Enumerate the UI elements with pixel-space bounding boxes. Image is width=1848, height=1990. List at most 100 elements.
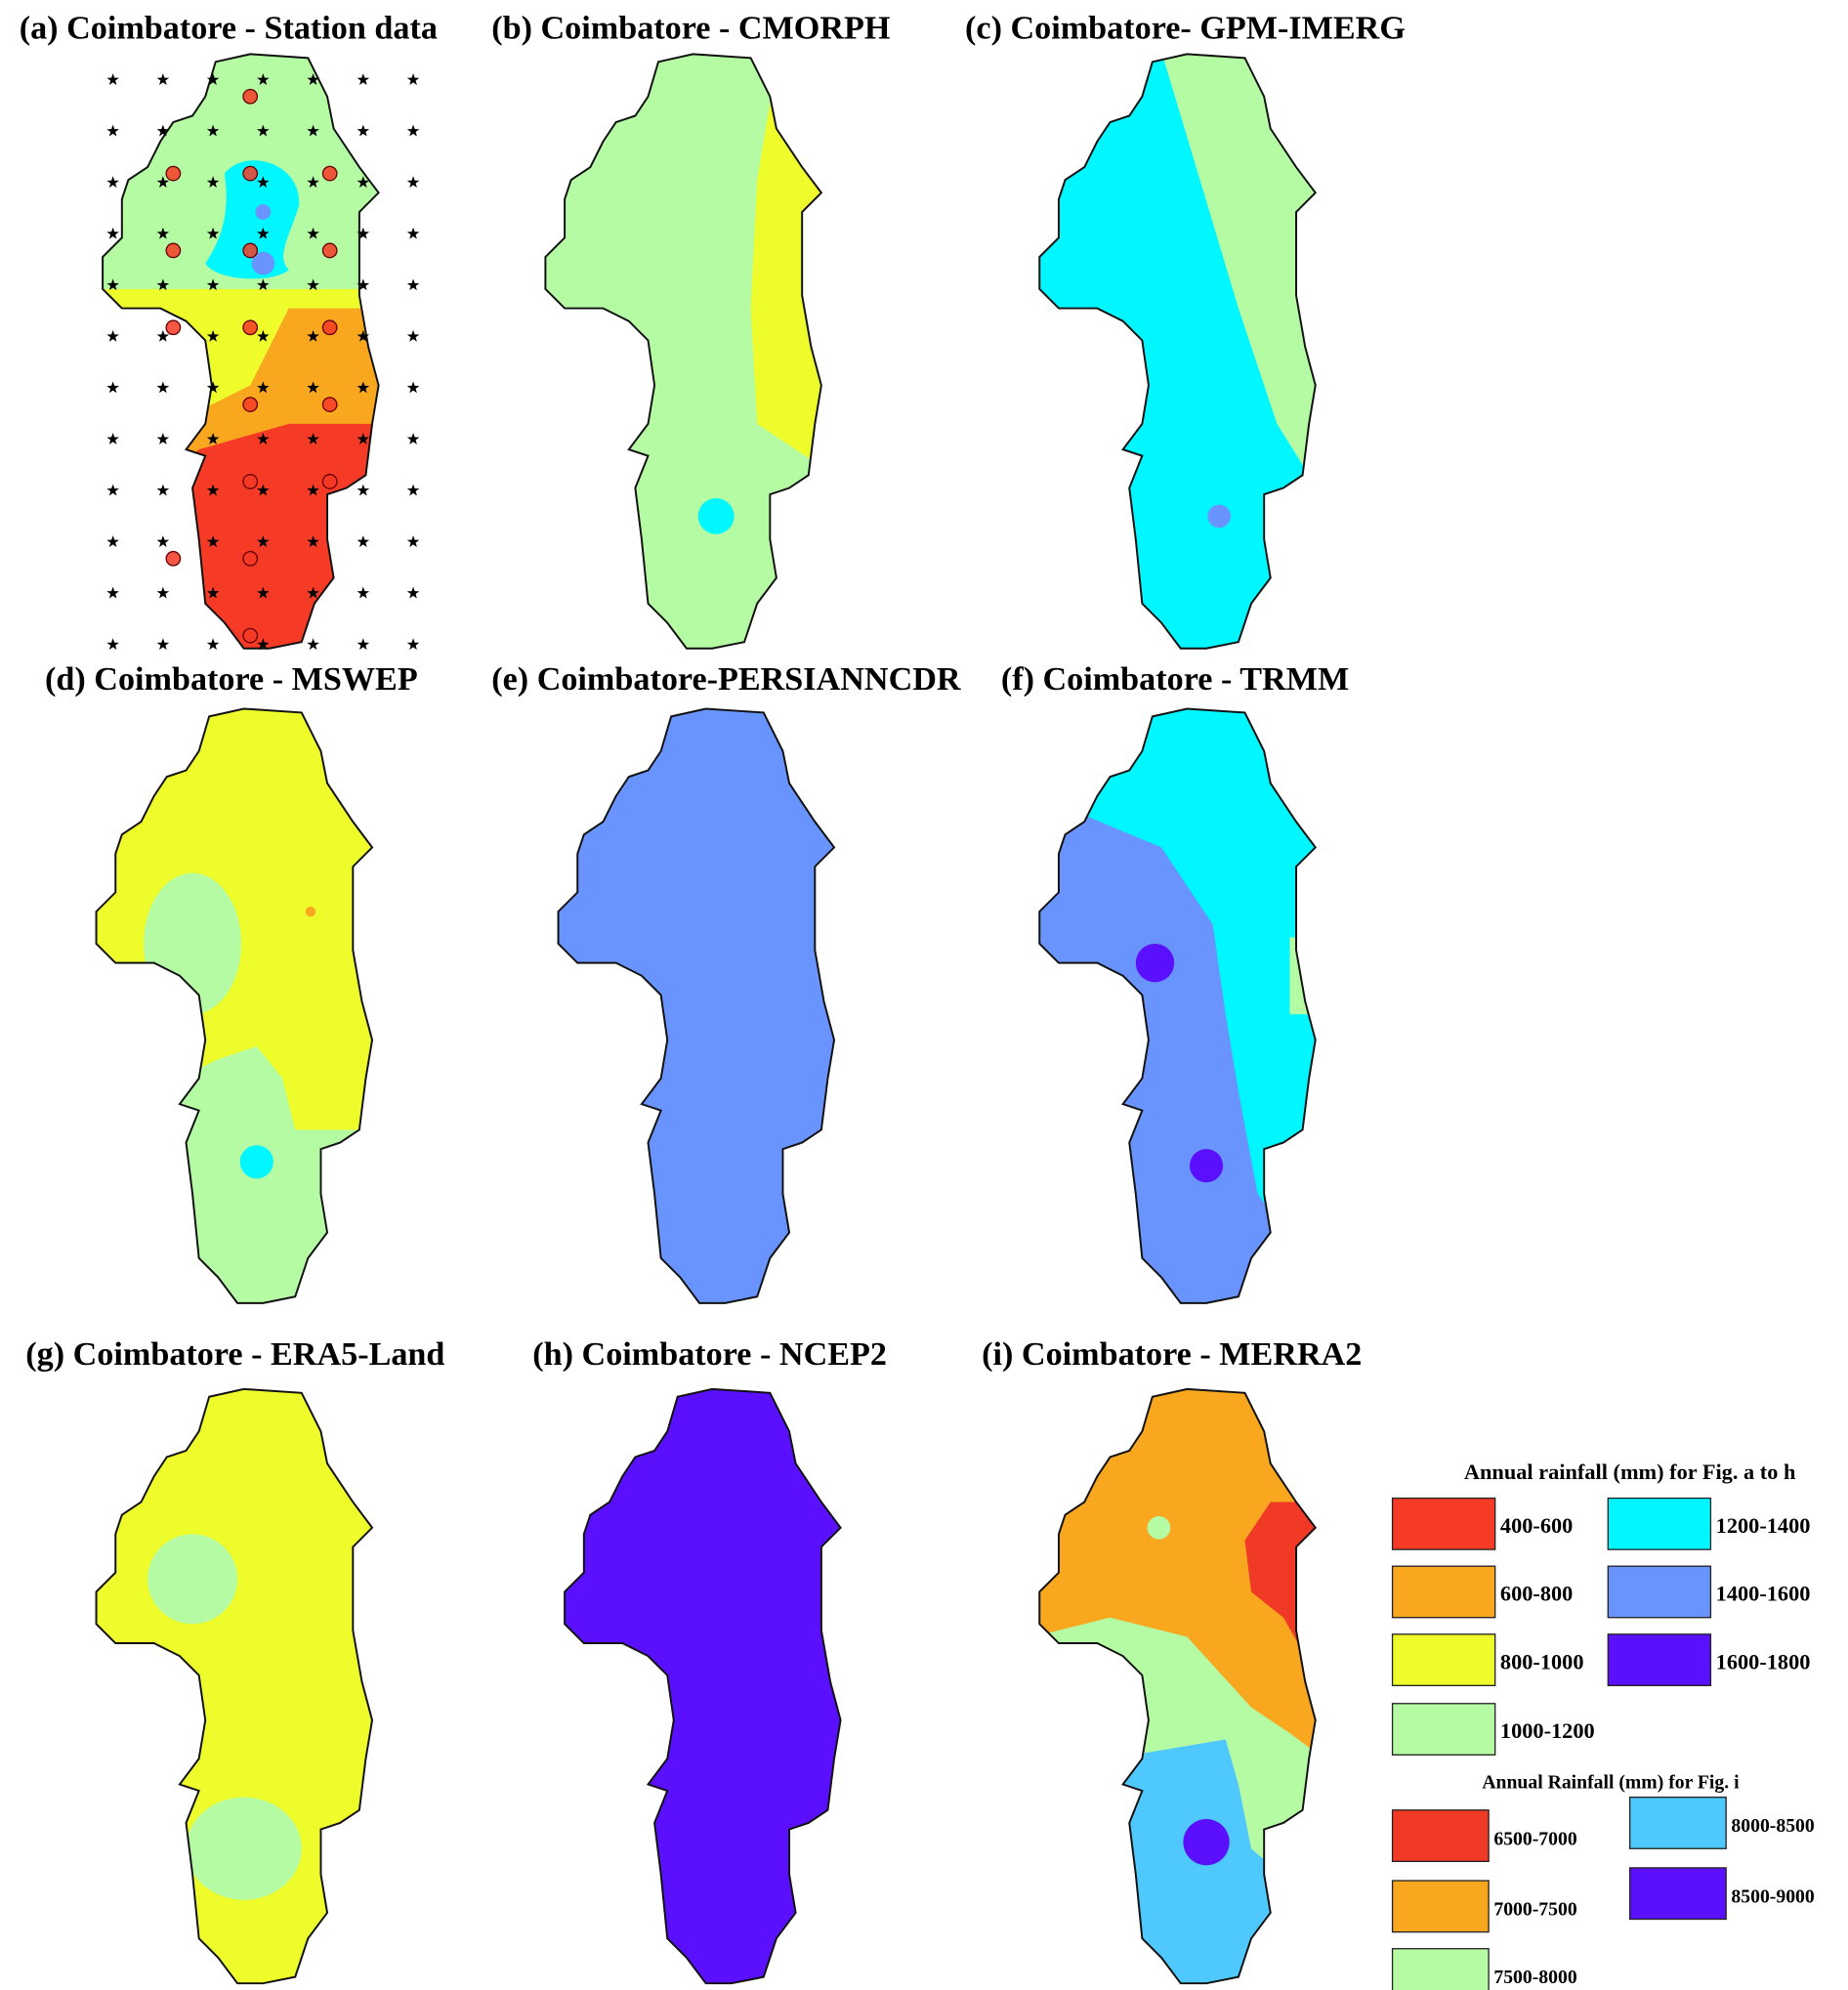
panel-title: (c) Coimbatore- GPM-IMERG [965,11,1406,47]
grid-point [406,586,420,599]
map-panel [95,1387,374,1985]
grid-point [406,638,420,651]
grid-point [206,638,220,651]
panel-label: (e) [491,661,528,698]
grid-point [106,535,119,547]
legend-swatch [1628,1797,1727,1849]
legend-label: 8000-8500 [1731,1815,1814,1837]
grid-point [406,227,420,239]
map-fill [545,54,821,649]
legend-label: 1200-1400 [1716,1513,1811,1538]
grid-point [156,381,170,394]
legend-title: Annual Rainfall (mm) for Fig. i [1482,1771,1740,1793]
legend-label: 6500-7000 [1493,1828,1576,1849]
legend-label: 1400-1600 [1716,1582,1811,1606]
station [165,242,182,259]
panel-label: (b) [491,11,532,47]
grid-point [106,227,119,239]
grid-point [106,433,119,445]
legend-swatch [1391,1565,1496,1619]
panel-name: Coimbatore - TRMM [1043,661,1350,698]
rainfall-zone [205,160,300,279]
panel-name: Coimbatore - Station data [66,11,438,47]
station [242,88,259,105]
map-fill [96,708,373,1303]
legend-swatch [1607,1565,1712,1619]
station [165,165,182,182]
map-fill [1039,54,1316,649]
grid-point [156,586,170,599]
grid-point [106,329,119,342]
legend-title: Annual rainfall (mm) for Fig. a to h [1464,1460,1796,1484]
map-fill [96,1388,373,1984]
grid-point [156,535,170,547]
map-fill [1039,1388,1316,1984]
legend-swatch [1391,1497,1496,1550]
legend-swatch [1628,1867,1727,1921]
panel-name: Coimbatore - NCEP2 [582,1336,887,1373]
legend-label: 1600-1800 [1716,1649,1811,1673]
grid-point [156,638,170,651]
map-panel [564,1387,842,1985]
map-panel [1038,1387,1317,1985]
rainfall-zone [144,872,242,1015]
rainfall-zone [1135,943,1175,983]
legend-label: 7000-7500 [1493,1899,1576,1921]
map-fill [1039,708,1316,1303]
station [242,165,259,182]
panel-name: Coimbatore - ERA5-Land [73,1336,445,1373]
grid-point [406,329,420,342]
panel-name: Coimbatore - MSWEP [94,661,417,698]
rainfall-zone [565,1388,841,1984]
panel-name: Coimbatore - CMORPH [541,11,891,47]
map-panel [1038,707,1317,1304]
grid-point [357,535,370,547]
rainfall-zone [697,498,735,534]
legend-label: 8500-9000 [1731,1885,1814,1907]
grid-point [307,638,319,651]
grid-point [106,484,119,496]
legend-label: 1000-1200 [1500,1718,1595,1743]
panel-label: (h) [532,1336,573,1373]
legend-swatch [1391,1809,1490,1863]
legend-swatch [1391,1880,1490,1933]
rainfall-zone [1183,1819,1230,1866]
panel-label: (d) [45,661,86,698]
grid-point [156,73,170,85]
station [321,474,338,489]
station [242,627,259,644]
grid-point [106,176,119,189]
panel-title: (i) Coimbatore - MERRA2 [982,1336,1362,1373]
rainfall-zone [255,204,272,220]
panel-label: (a) [20,11,59,47]
legend-label: 600-800 [1500,1582,1573,1606]
panel-label: (g) [25,1336,64,1373]
grid-point [357,638,370,651]
rainfall-zone [1207,504,1232,529]
panel-title: (g) Coimbatore - ERA5-Land [25,1336,444,1373]
grid-point [357,484,370,496]
legend-swatch [1391,1633,1496,1687]
station [321,319,338,336]
panel-title: (f) Coimbatore - TRMM [1001,661,1349,698]
grid-point [106,638,119,651]
rainfall-zone [1147,1515,1171,1540]
map-panel [557,707,836,1304]
station [242,474,259,489]
map-panel [1038,53,1317,650]
grid-point [357,124,370,137]
grid-point [357,586,370,599]
legend-swatch [1391,1948,1490,1990]
station [321,165,338,182]
station [321,242,338,259]
rainfall-zone [239,1145,273,1179]
station [165,319,182,336]
legend-swatch [1607,1497,1712,1550]
rainfall-zone [750,103,821,463]
grid-point [406,176,420,189]
grid-point [106,124,119,137]
rainfall-zone [305,906,316,917]
panel-name: Coimbatore- GPM-IMERG [1011,11,1406,47]
panel-title: (h) Coimbatore - NCEP2 [532,1336,887,1373]
